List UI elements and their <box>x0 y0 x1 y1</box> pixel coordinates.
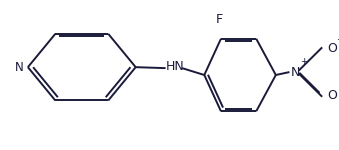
Text: N: N <box>291 66 300 79</box>
Text: O: O <box>327 89 337 102</box>
Text: O: O <box>327 42 337 55</box>
Text: HN: HN <box>165 60 184 73</box>
Text: −: − <box>336 34 339 43</box>
Text: N: N <box>15 61 24 74</box>
Text: F: F <box>215 13 222 26</box>
Text: +: + <box>300 57 307 66</box>
